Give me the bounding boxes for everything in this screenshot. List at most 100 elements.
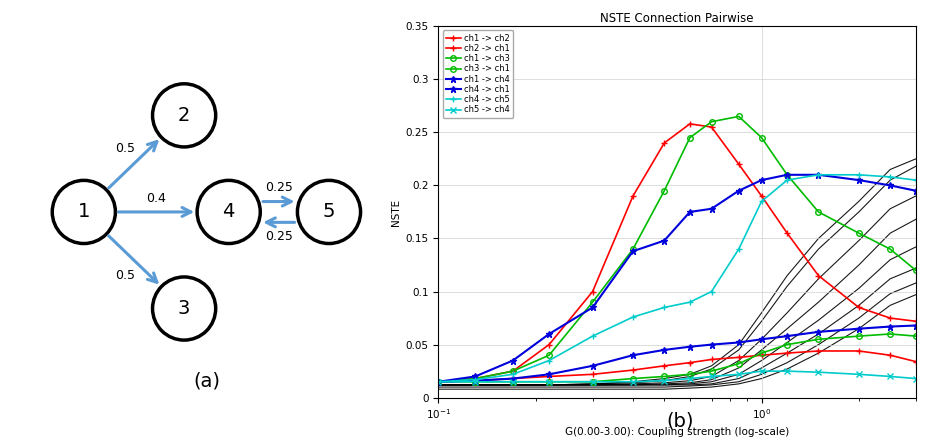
Circle shape <box>153 84 216 147</box>
ch1 -> ch3 <box>813 209 824 215</box>
ch4 -> ch1 <box>782 333 793 339</box>
X-axis label: G(0.00-3.00): Coupling strength (log-scale): G(0.00-3.00): Coupling strength (log-sca… <box>565 427 789 437</box>
ch4 -> ch1 <box>684 344 696 349</box>
ch1 -> ch2 <box>627 194 638 199</box>
Text: 0.5: 0.5 <box>115 142 135 155</box>
ch5 -> ch4 <box>544 379 555 385</box>
ch1 -> ch3 <box>470 376 481 381</box>
Circle shape <box>52 180 116 243</box>
ch4 -> ch5 <box>853 172 864 177</box>
Text: 2: 2 <box>178 106 191 125</box>
ch1 -> ch4 <box>470 374 481 379</box>
ch2 -> ch1 <box>627 368 638 373</box>
ch5 -> ch4 <box>470 379 481 385</box>
Line: ch4 -> ch5: ch4 -> ch5 <box>436 172 919 385</box>
ch4 -> ch1 <box>627 353 638 358</box>
ch1 -> ch2 <box>813 273 824 278</box>
ch1 -> ch4 <box>507 358 518 363</box>
Text: (b): (b) <box>666 412 694 430</box>
ch1 -> ch3 <box>706 119 717 125</box>
ch1 -> ch2 <box>470 376 481 381</box>
Text: 0.5: 0.5 <box>115 269 135 281</box>
ch4 -> ch5 <box>659 305 670 310</box>
ch4 -> ch1 <box>659 347 670 353</box>
Legend: ch1 -> ch2, ch2 -> ch1, ch1 -> ch3, ch3 -> ch1, ch1 -> ch4, ch4 -> ch1, ch4 -> c: ch1 -> ch2, ch2 -> ch1, ch1 -> ch3, ch3 … <box>442 31 513 118</box>
ch3 -> ch1 <box>684 372 696 377</box>
ch1 -> ch4 <box>659 238 670 243</box>
ch4 -> ch1 <box>756 336 767 342</box>
ch1 -> ch3 <box>433 379 444 385</box>
ch1 -> ch4 <box>684 209 696 215</box>
Circle shape <box>197 180 260 243</box>
ch3 -> ch1 <box>627 376 638 381</box>
ch2 -> ch1 <box>910 359 921 364</box>
Text: 0.25: 0.25 <box>265 181 293 194</box>
ch4 -> ch5 <box>470 377 481 382</box>
ch1 -> ch3 <box>544 353 555 358</box>
ch2 -> ch1 <box>734 355 745 360</box>
ch1 -> ch4 <box>884 183 895 188</box>
ch4 -> ch5 <box>756 199 767 204</box>
ch5 -> ch4 <box>734 372 745 377</box>
ch5 -> ch4 <box>684 376 696 381</box>
Title: NSTE Connection Pairwise: NSTE Connection Pairwise <box>600 12 754 25</box>
ch1 -> ch3 <box>507 368 518 374</box>
ch1 -> ch2 <box>734 162 745 167</box>
ch1 -> ch2 <box>706 125 717 130</box>
ch1 -> ch2 <box>587 289 598 294</box>
ch5 -> ch4 <box>433 379 444 385</box>
ch2 -> ch1 <box>813 348 824 354</box>
ch4 -> ch1 <box>813 329 824 334</box>
ch5 -> ch4 <box>587 379 598 385</box>
ch4 -> ch1 <box>587 363 598 368</box>
ch5 -> ch4 <box>659 378 670 383</box>
ch1 -> ch4 <box>756 177 767 183</box>
ch1 -> ch4 <box>813 172 824 177</box>
ch2 -> ch1 <box>507 376 518 381</box>
ch1 -> ch4 <box>782 172 793 177</box>
ch5 -> ch4 <box>627 379 638 385</box>
ch3 -> ch1 <box>910 333 921 339</box>
ch2 -> ch1 <box>587 372 598 377</box>
ch4 -> ch1 <box>507 376 518 381</box>
ch4 -> ch1 <box>734 340 745 345</box>
ch1 -> ch3 <box>734 114 745 119</box>
ch5 -> ch4 <box>813 370 824 375</box>
Line: ch5 -> ch4: ch5 -> ch4 <box>436 368 919 385</box>
ch1 -> ch4 <box>433 379 444 385</box>
Text: 3: 3 <box>178 299 191 318</box>
ch2 -> ch1 <box>756 353 767 358</box>
ch4 -> ch5 <box>706 289 717 294</box>
ch4 -> ch1 <box>433 379 444 385</box>
ch1 -> ch4 <box>587 305 598 310</box>
ch3 -> ch1 <box>544 379 555 385</box>
ch4 -> ch5 <box>587 333 598 339</box>
ch4 -> ch5 <box>884 174 895 180</box>
ch3 -> ch1 <box>706 368 717 374</box>
ch4 -> ch5 <box>544 358 555 363</box>
Line: ch1 -> ch4: ch1 -> ch4 <box>435 171 919 385</box>
Line: ch4 -> ch1: ch4 -> ch1 <box>435 322 919 385</box>
ch4 -> ch1 <box>470 378 481 383</box>
ch1 -> ch3 <box>587 299 598 305</box>
ch1 -> ch2 <box>544 342 555 347</box>
Text: 0.4: 0.4 <box>146 192 166 205</box>
ch3 -> ch1 <box>470 379 481 385</box>
ch3 -> ch1 <box>813 336 824 342</box>
ch1 -> ch2 <box>684 121 696 126</box>
ch2 -> ch1 <box>470 378 481 383</box>
Line: ch2 -> ch1: ch2 -> ch1 <box>436 348 919 385</box>
ch4 -> ch1 <box>544 372 555 377</box>
ch1 -> ch2 <box>853 305 864 310</box>
ch1 -> ch2 <box>782 231 793 236</box>
ch3 -> ch1 <box>433 379 444 385</box>
ch4 -> ch5 <box>910 177 921 183</box>
ch5 -> ch4 <box>706 374 717 379</box>
ch4 -> ch1 <box>910 323 921 328</box>
ch5 -> ch4 <box>884 374 895 379</box>
ch3 -> ch1 <box>659 374 670 379</box>
ch1 -> ch3 <box>756 135 767 140</box>
ch4 -> ch5 <box>507 372 518 377</box>
ch1 -> ch3 <box>627 246 638 252</box>
Text: 4: 4 <box>223 202 235 222</box>
